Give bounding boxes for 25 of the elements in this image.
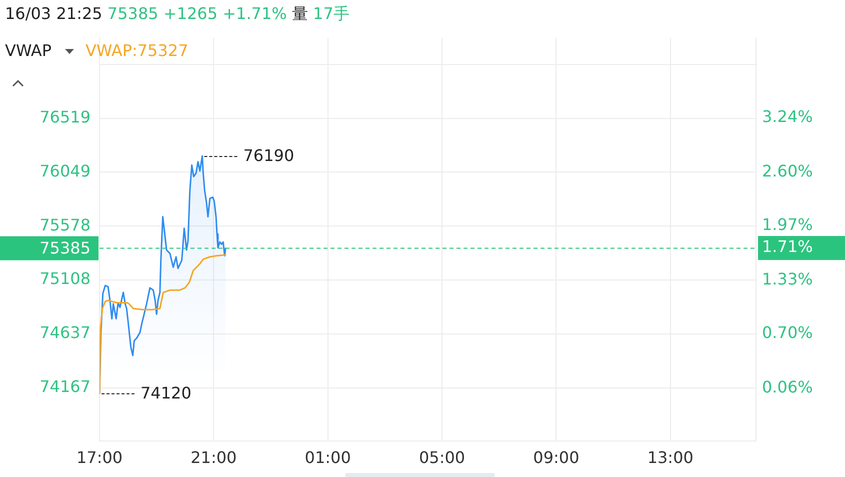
y2-tick-label: 1.71% [762,237,813,256]
y-tick-label: 74637 [40,323,90,342]
annotation: 74120 [140,383,192,402]
x-tick-label: 01:00 [304,448,351,467]
y2-tick-label: 3.24% [762,107,813,126]
annotation: 76190 [243,146,294,166]
x-tick-label: 21:00 [190,448,237,467]
ref-line-label: 75385 [40,238,90,258]
chart-title: 16/03 21:25 75385 +1265 +1.71% 量 17手 [5,4,350,23]
y2-tick-label: 1.33% [762,269,813,288]
text: VWAP:75327 [85,40,188,62]
y2-tick-label: 2.60% [762,162,813,181]
y-tick-label: 75108 [40,269,90,288]
legend-title: VWAP [5,40,52,62]
y2-tick-label: 0.70% [762,322,813,342]
y2-tick-label: 0.06% [762,377,813,396]
x-tick-label: 05:00 [418,448,466,467]
y2-tick-label: 1.97% [762,215,813,234]
y-tick-label: 76049 [40,161,90,180]
y-tick-label: 75578 [40,215,90,234]
y-tick-label: 74167 [40,377,90,396]
y-tick-label: 76519 [40,107,90,126]
x-tick-label: 13:00 [647,448,694,467]
x-tick-label: 09:00 [533,448,580,467]
x-tick-label: 17:00 [76,448,123,467]
